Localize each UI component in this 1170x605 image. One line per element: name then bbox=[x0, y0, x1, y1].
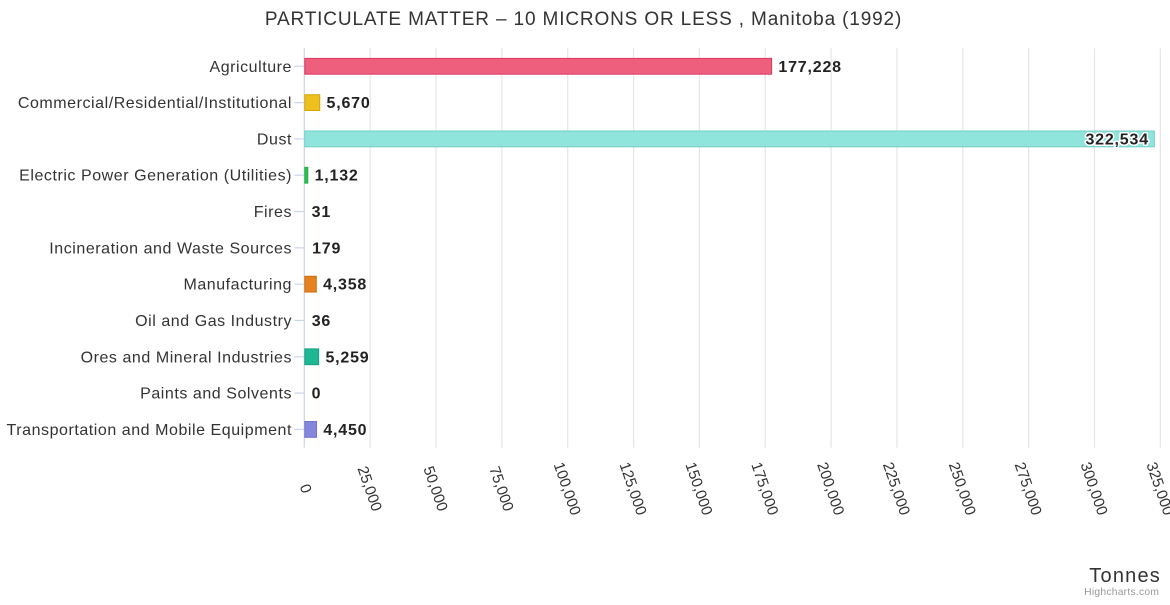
svg-text:Ores and Mineral Industries: Ores and Mineral Industries bbox=[81, 349, 292, 366]
svg-text:177,228: 177,228 bbox=[778, 59, 841, 76]
svg-text:PARTICULATE MATTER – 10 MICRON: PARTICULATE MATTER – 10 MICRONS OR LESS … bbox=[265, 9, 902, 30]
svg-text:Manufacturing: Manufacturing bbox=[183, 277, 292, 294]
svg-text:Paints and Solvents: Paints and Solvents bbox=[140, 386, 292, 403]
svg-text:5,259: 5,259 bbox=[325, 349, 369, 366]
svg-text:31: 31 bbox=[312, 204, 331, 221]
svg-text:Tonnes: Tonnes bbox=[1089, 565, 1161, 587]
svg-text:Commercial/Residential/Institu: Commercial/Residential/Institutional bbox=[18, 95, 292, 112]
svg-text:4,358: 4,358 bbox=[323, 277, 367, 294]
svg-text:179: 179 bbox=[312, 240, 341, 257]
svg-text:36: 36 bbox=[312, 313, 331, 330]
svg-text:5,670: 5,670 bbox=[327, 95, 371, 112]
svg-text:Electric Power Generation (Uti: Electric Power Generation (Utilities) bbox=[19, 168, 292, 185]
svg-text:4,450: 4,450 bbox=[323, 422, 367, 439]
svg-text:1,132: 1,132 bbox=[315, 168, 359, 185]
svg-text:Agriculture: Agriculture bbox=[209, 59, 292, 76]
svg-text:Transportation and Mobile Equi: Transportation and Mobile Equipment bbox=[7, 422, 292, 439]
svg-text:Fires: Fires bbox=[254, 204, 292, 221]
svg-text:Oil and Gas Industry: Oil and Gas Industry bbox=[135, 313, 292, 330]
svg-text:Highcharts.com: Highcharts.com bbox=[1084, 587, 1159, 598]
svg-text:322,534: 322,534 bbox=[1085, 131, 1148, 148]
svg-text:0: 0 bbox=[312, 386, 322, 403]
svg-text:Incineration and Waste Sources: Incineration and Waste Sources bbox=[49, 240, 292, 257]
svg-text:Dust: Dust bbox=[257, 131, 292, 148]
